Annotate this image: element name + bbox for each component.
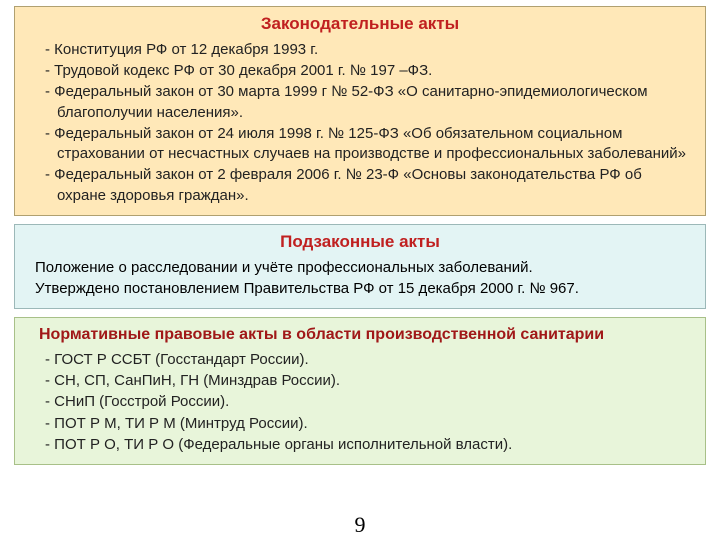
list-item: - СНиП (Госстрой России). (27, 392, 693, 412)
list-item: - Трудовой кодекс РФ от 30 декабря 2001 … (27, 61, 693, 81)
paragraph-line: Положение о расследовании и учёте профес… (27, 258, 693, 278)
list-item: - ПОТ Р О, ТИ Р О (Федеральные органы ис… (27, 435, 693, 455)
legislative-acts-title: Законодательные акты (27, 13, 693, 36)
list-item: - Федеральный закон от 24 июля 1998 г. №… (27, 124, 693, 165)
list-item: - ГОСТ Р ССБТ (Госстандарт России). (27, 350, 693, 370)
normative-acts-box: Нормативные правовые акты в области прои… (14, 317, 706, 465)
sublegal-acts-box: Подзаконные акты Положение о расследован… (14, 224, 706, 309)
list-item: - Федеральный закон от 2 февраля 2006 г.… (27, 165, 693, 206)
list-item: - ПОТ Р М, ТИ Р М (Минтруд России). (27, 414, 693, 434)
list-item: - Федеральный закон от 30 марта 1999 г №… (27, 82, 693, 123)
normative-acts-title: Нормативные правовые акты в области прои… (27, 324, 693, 346)
page-number: 9 (0, 510, 720, 540)
list-item: - СН, СП, СанПиН, ГН (Минздрав России). (27, 371, 693, 391)
list-item: - Конституция РФ от 12 декабря 1993 г. (27, 40, 693, 60)
paragraph-line: Утверждено постановлением Правительства … (27, 279, 693, 299)
sublegal-acts-title: Подзаконные акты (27, 231, 693, 254)
legislative-acts-box: Законодательные акты - Конституция РФ от… (14, 6, 706, 216)
